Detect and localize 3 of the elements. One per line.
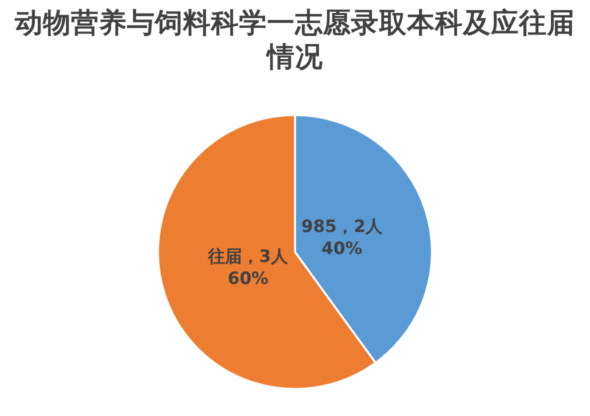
chart-title: 动物营养与饲料科学一志愿录取本科及应往届情况 <box>14 6 576 74</box>
data-label: 985，2人 40% <box>301 216 384 259</box>
data-label: 往届，3人 60% <box>207 247 289 290</box>
